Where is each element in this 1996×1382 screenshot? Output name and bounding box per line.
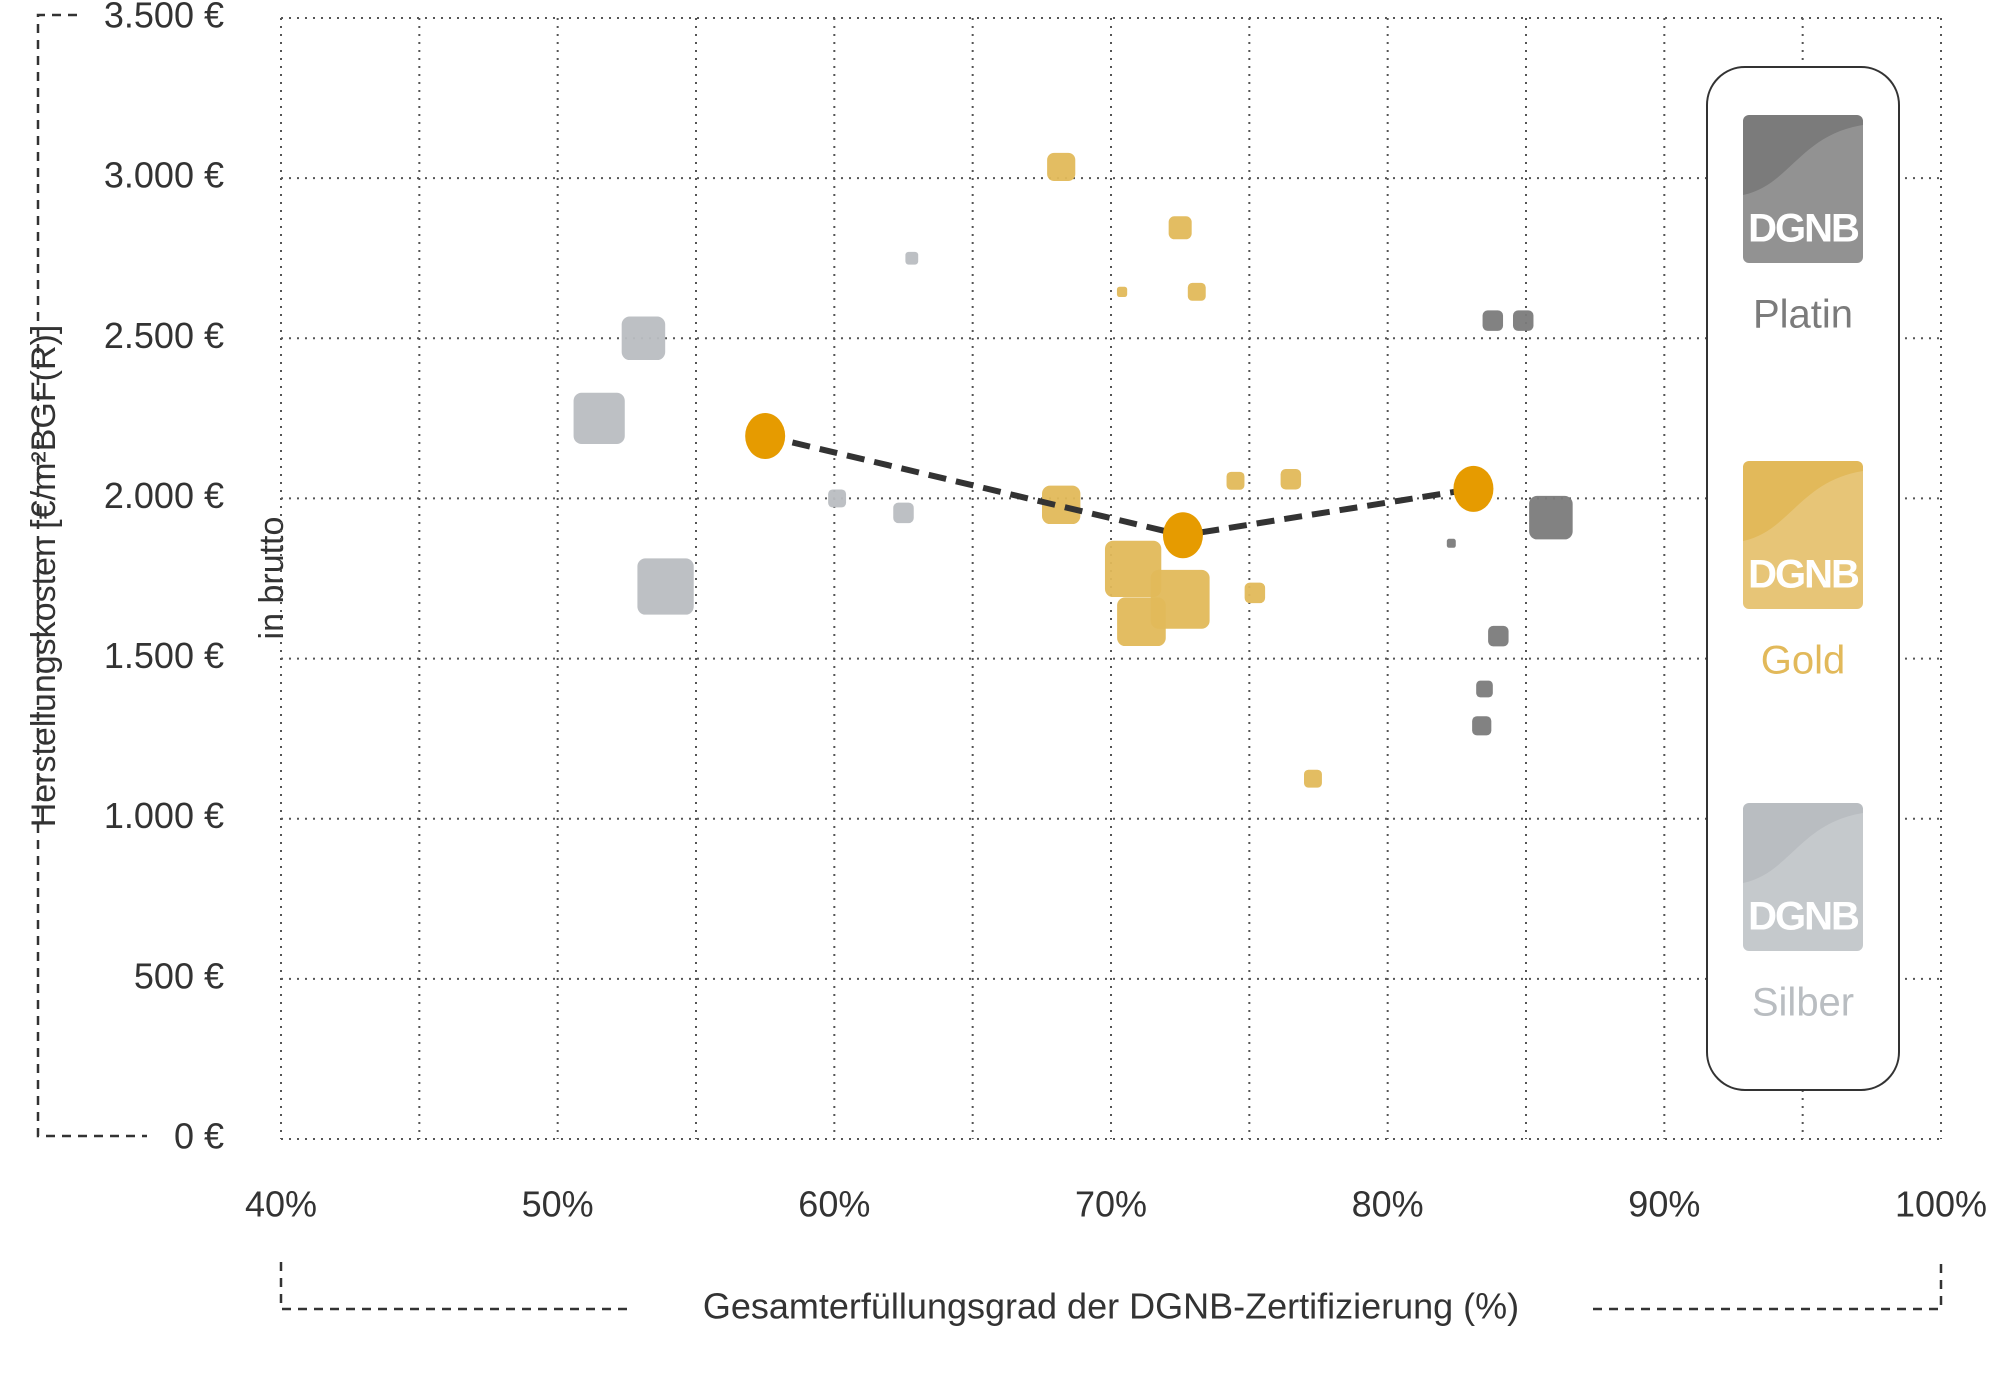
legend-logo: [1743, 115, 1863, 263]
point: [1187, 282, 1206, 301]
x-tick-label: 50%: [522, 1184, 594, 1225]
point: [1047, 152, 1076, 182]
point: [1529, 495, 1573, 540]
mean-line: [764, 433, 1474, 539]
x-axis-label: Gesamterfüllungsgrad der DGNB-Zertifizie…: [703, 1286, 1519, 1327]
point: [828, 489, 847, 508]
y-tick-label: 3.000 €: [104, 155, 224, 196]
legend-item: DGNB Gold: [1743, 461, 1863, 683]
mean-point: [745, 412, 786, 459]
legend-logo-wave: [1743, 813, 1863, 951]
y-axis-sublabel: in brutto: [253, 517, 291, 640]
x-tick-label: 70%: [1075, 1184, 1147, 1225]
x-tick-label: 100%: [1895, 1184, 1987, 1225]
x-tick-label: 80%: [1352, 1184, 1424, 1225]
point: [1150, 569, 1210, 629]
y-tick-label: 3.500 €: [104, 0, 224, 36]
legend-logo-text: DGNB: [1748, 553, 1859, 597]
point: [573, 392, 625, 444]
legend-logo: [1743, 803, 1863, 951]
y-tick-label: 1.500 €: [104, 635, 224, 676]
point: [1168, 216, 1192, 240]
legend-logo-wave: [1743, 471, 1863, 609]
legend-logo-wave: [1743, 125, 1863, 263]
point: [637, 558, 694, 615]
point: [1280, 468, 1302, 490]
x-tick-label: 90%: [1628, 1184, 1700, 1225]
y-tick-label: 500 €: [134, 955, 224, 996]
point: [905, 251, 919, 265]
point: [1472, 716, 1492, 736]
point: [1488, 625, 1509, 647]
y-axis-bracket: [36, 13, 147, 1138]
mean-point: [1453, 465, 1494, 512]
point: [1042, 485, 1081, 525]
mean-point: [1162, 512, 1203, 559]
legend: DGNB Platin DGNB Gold DGNB Silber: [1743, 115, 1863, 1025]
point: [1104, 540, 1162, 598]
point: [1116, 286, 1128, 297]
legend-item: DGNB Platin: [1743, 115, 1863, 337]
point: [1226, 471, 1245, 490]
point: [1446, 538, 1456, 548]
x-tick-label: 40%: [245, 1184, 317, 1225]
point: [1482, 310, 1504, 331]
point: [1244, 582, 1266, 604]
y-axis-label: Herstellungskosten [€/m²BGF(R)]: [25, 325, 63, 828]
y-tick-label: 2.000 €: [104, 475, 224, 516]
legend-label: Gold: [1761, 639, 1846, 683]
legend-logo: [1743, 461, 1863, 609]
y-tick-label: 0 €: [174, 1116, 224, 1157]
point: [1304, 769, 1322, 788]
legend-logo-text: DGNB: [1748, 895, 1859, 939]
point: [893, 502, 914, 524]
y-tick-label: 2.500 €: [104, 315, 224, 356]
legend-label: Silber: [1752, 981, 1854, 1025]
y-tick-label: 1.000 €: [104, 795, 224, 836]
legend-label: Platin: [1753, 293, 1853, 337]
x-axis-bracket: [279, 1262, 1943, 1311]
legend-logo-text: DGNB: [1748, 207, 1859, 251]
point: [621, 316, 666, 361]
legend-item: DGNB Silber: [1743, 803, 1863, 1025]
point: [1476, 680, 1493, 698]
point: [1512, 310, 1534, 331]
x-tick-label: 60%: [798, 1184, 870, 1225]
marks: [573, 152, 1573, 788]
